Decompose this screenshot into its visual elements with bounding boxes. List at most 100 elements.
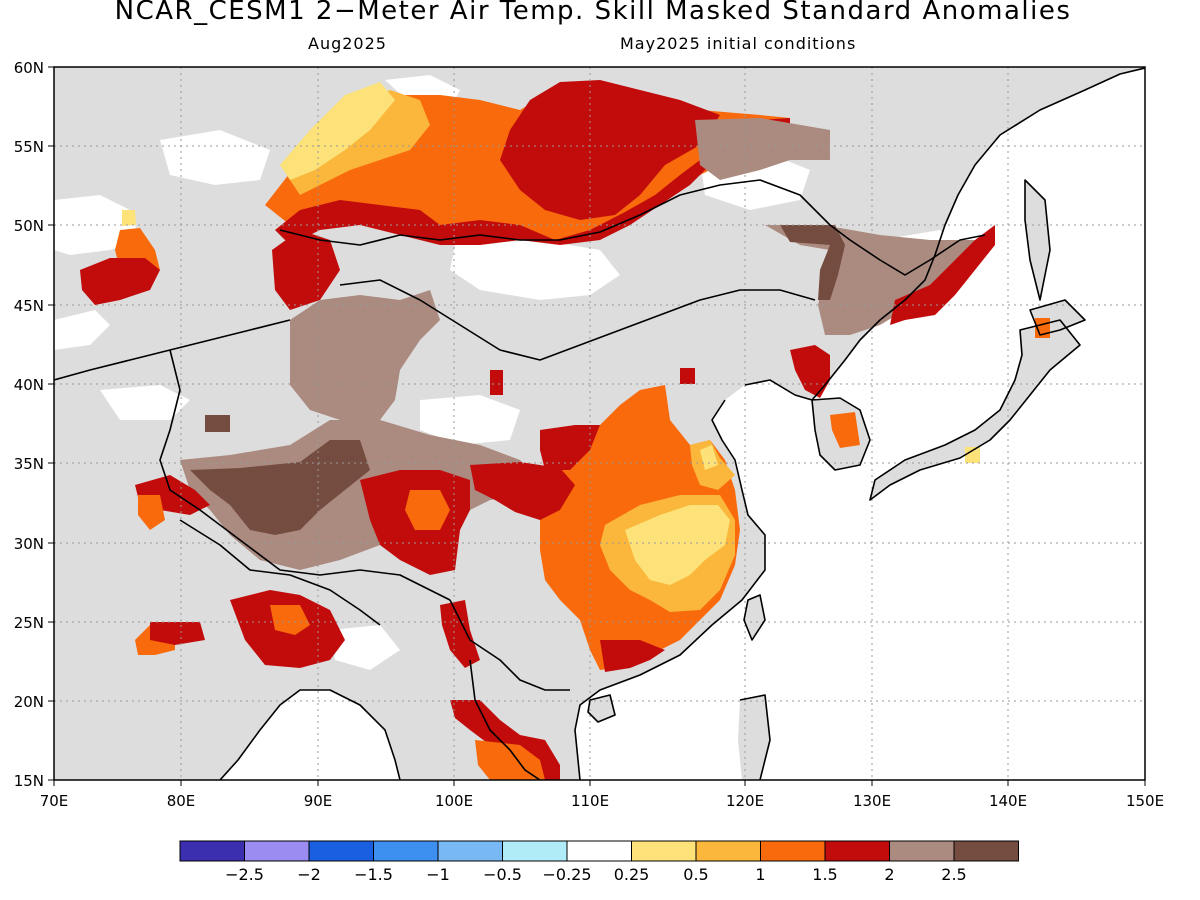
anomaly-region-myanmar-2 [440,600,480,668]
lat-label-20n: 20N [14,693,44,711]
luzon-coast [739,694,771,780]
legend-label: 1.5 [812,865,837,884]
anomaly-region-korea-2 [790,345,830,398]
anomaly-region-c-china-2 [540,425,600,470]
myanmar-border [449,599,570,691]
legend-label: 0.5 [683,865,708,884]
anomaly-region-ne-china-3 [780,225,845,300]
map-graticule [54,67,1145,780]
legend-color-box [566,840,632,862]
anomaly-region-baikal-2.5 [695,118,830,180]
anomaly-region-kashmir-1.5 [138,495,165,530]
map-frame [53,66,1146,781]
korea-coast [811,397,871,471]
legend-color-box [889,840,955,862]
anomaly-region-indochina-1.5 [475,740,545,780]
taiwan-land [744,595,765,640]
anomaly-region-ne-china-2.5 [765,225,975,335]
anomaly-region-tibet-3 [190,440,370,535]
lat-label-40n: 40N [14,376,44,394]
china-west-border [159,349,451,601]
legend-label: −0.25 [542,865,591,884]
lat-label-30n: 30N [14,535,44,553]
lat-label-45n: 45N [14,297,44,315]
legend-color-box [373,840,439,862]
legend-color-boxes [179,840,1019,862]
anomaly-region-kazakh-0.5 [122,210,136,226]
legend-label: 2.5 [941,865,966,884]
lon-label-110e: 110E [571,792,609,810]
legend-color-box [760,840,826,862]
anomaly-region-n-china-2-small [490,370,503,395]
anomaly-region-e-china-2-small [680,368,695,384]
lon-label-80e: 80E [167,792,196,810]
japan-coast [869,319,1081,501]
color-legend: −2.5 −2 −1.5 −1 −0.5 −0.25 0.25 0.5 1 1.5 2 2.5 [179,840,1019,884]
mongolia-border [339,279,816,361]
sakhalin-land [1025,180,1050,300]
lon-label-150e: 150E [1126,792,1164,810]
sakhalin-coast [1024,179,1051,301]
initial-conditions: May2025 initial conditions [620,34,857,53]
hokkaido-coast [1029,299,1086,336]
anomaly-region-sichuan-2 [470,462,575,520]
lat-label-25n: 25N [14,614,44,632]
legend-color-box [308,840,374,862]
anomaly-region-korea-1.5 [830,412,860,448]
legend-label: −2.5 [225,865,264,884]
anomaly-region-ne-china-2 [890,225,995,325]
forecast-month: Aug2025 [308,34,387,53]
indochina-border [469,659,541,780]
lon-label-100e: 100E [435,792,473,810]
lon-label-140e: 140E [989,792,1027,810]
legend-color-box [179,840,245,862]
legend-label: −0.5 [483,865,522,884]
legend-color-box [502,840,568,862]
anomaly-region-india-2 [150,622,205,645]
legend-color-box [437,840,503,862]
lat-label-60n: 60N [14,59,44,77]
legend-label: 2 [884,865,894,884]
legend-label: 0.25 [614,865,650,884]
lat-label-15n: 15N [14,772,44,790]
legend-label: −2 [297,865,321,884]
coastlines-borders [54,67,1145,780]
anomaly-region-shandong-0.5 [700,445,718,470]
legend-label: −1 [426,865,450,884]
luzon-land [738,695,770,780]
lat-label-35n: 35N [14,455,44,473]
taiwan-coast [743,594,766,641]
legend-label: −1.5 [354,865,393,884]
legend-label: 1 [755,865,765,884]
anomaly-region-baikal-2 [500,80,720,220]
lon-label-120e: 120E [726,792,764,810]
lon-label-130e: 130E [853,792,891,810]
legend-color-box [695,840,761,862]
legend-color-box [953,840,1019,862]
anomaly-shading [80,80,1050,780]
anomaly-region-siberia-0.5 [280,82,395,180]
lat-label-50n: 50N [14,217,44,235]
anomaly-region-small-brown [205,415,230,432]
anomaly-region-w-china-2.5 [290,290,440,420]
anomaly-region-e-china-0.5 [625,505,730,585]
china-east-coastline [574,399,766,780]
anomaly-region-s-china-2 [600,640,665,672]
lon-label-70e: 70E [40,792,69,810]
japan-land [870,320,1080,500]
lon-label-90e: 90E [304,792,333,810]
legend-color-box [244,840,310,862]
hainan-coast [587,694,616,723]
legend-color-box [824,840,890,862]
axis-ticks [48,66,1146,786]
anomaly-region-bengal-1.5 [270,605,310,635]
hainan-land [588,695,615,722]
anomaly-region-kazakh-2 [80,258,160,305]
map-title: NCAR_CESM1 2−Meter Air Temp. Skill Maske… [114,0,1072,26]
anomaly-region-tibet-e-1.5 [405,490,450,530]
russia-china-border [279,179,986,276]
anomaly-region-siberia-1 [290,90,430,195]
anomaly-region-w-siberia-2 [272,230,340,310]
anomaly-region-siberia-2 [275,118,790,245]
